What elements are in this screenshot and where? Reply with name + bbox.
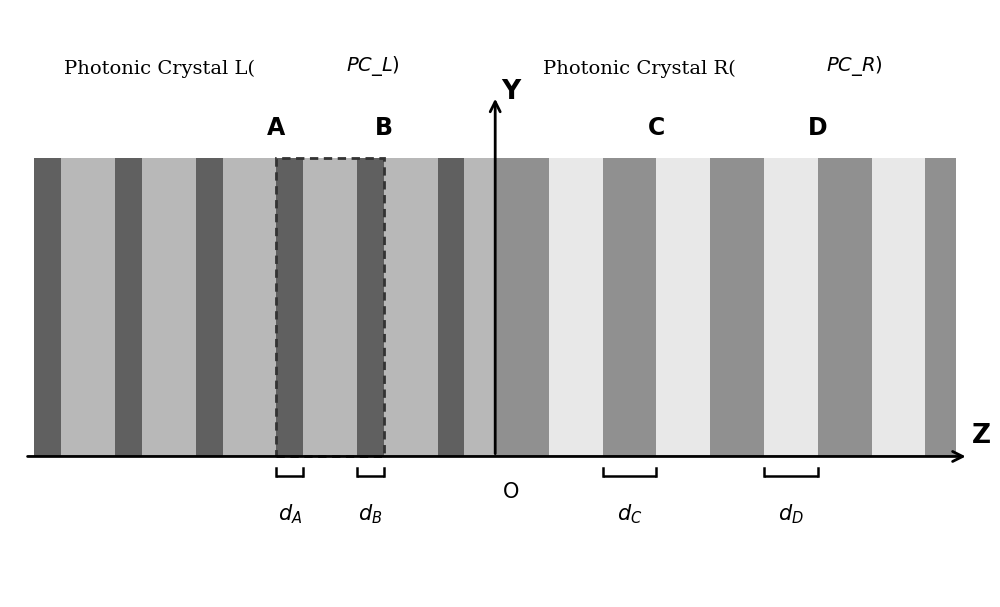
Text: D: D (808, 115, 828, 140)
Text: $d_B$: $d_B$ (358, 503, 383, 526)
Text: Photonic Crystal R(: Photonic Crystal R( (543, 59, 736, 78)
Text: A: A (267, 115, 285, 140)
Bar (549, 158, 603, 456)
Text: $\mathit{PC\_R}$): $\mathit{PC\_R}$) (826, 53, 883, 78)
Bar (495, 158, 549, 456)
Bar (34, 158, 61, 456)
Text: Y: Y (501, 80, 520, 105)
Bar (223, 158, 276, 456)
Bar (818, 158, 872, 456)
Bar (384, 158, 438, 456)
Text: $d_D$: $d_D$ (778, 503, 804, 526)
Bar (764, 158, 818, 456)
Bar (276, 158, 303, 456)
Bar (710, 158, 764, 456)
Text: O: O (503, 482, 519, 502)
Text: $\mathit{PC\_L}$): $\mathit{PC\_L}$) (346, 53, 400, 78)
Bar (872, 158, 925, 456)
Bar (34, 158, 495, 456)
Bar (196, 158, 223, 456)
Text: $d_C$: $d_C$ (617, 503, 642, 526)
Bar (115, 158, 142, 456)
Text: Photonic Crystal L(: Photonic Crystal L( (64, 59, 255, 78)
Bar (495, 158, 956, 456)
Bar (276, 158, 384, 456)
Text: Z: Z (972, 423, 991, 449)
Bar (438, 158, 464, 456)
Bar (142, 158, 196, 456)
Text: C: C (648, 115, 665, 140)
Bar (303, 158, 357, 456)
Text: $d_A$: $d_A$ (278, 503, 302, 526)
Bar (603, 158, 656, 456)
Bar (925, 158, 956, 456)
Bar (357, 158, 384, 456)
Bar (61, 158, 115, 456)
Bar (464, 158, 495, 456)
Bar (656, 158, 710, 456)
Text: B: B (375, 115, 393, 140)
